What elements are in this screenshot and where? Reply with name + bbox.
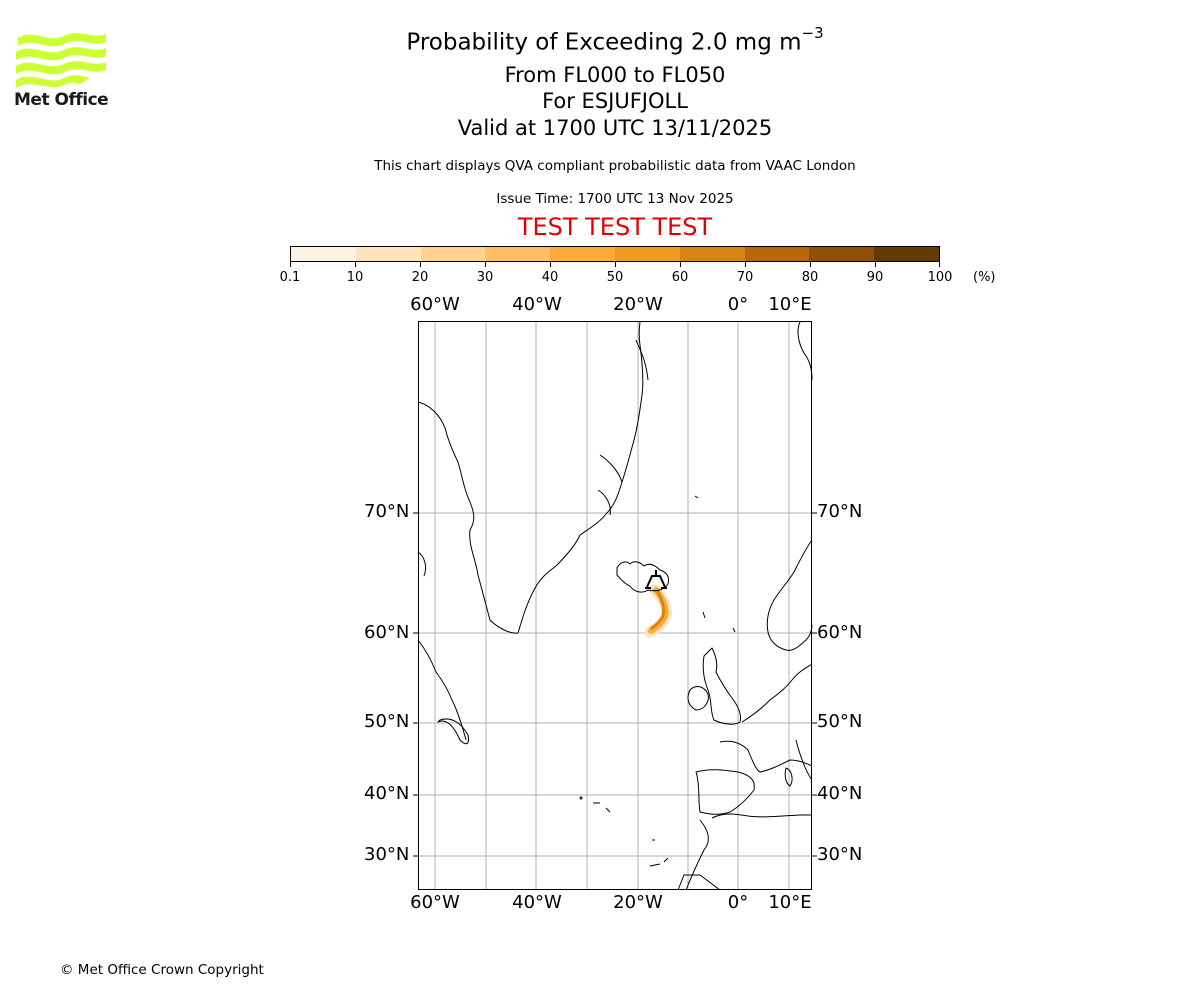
lat-label-left-60n: 60°N	[364, 622, 410, 643]
lat-label-left-40n: 40°N	[364, 783, 410, 804]
colorbar-tick-label: 70	[736, 270, 754, 285]
lat-label-right-60n: 60°N	[817, 622, 863, 643]
colorbar-tick	[939, 262, 940, 267]
lat-label-right-30n: 30°N	[817, 844, 863, 865]
colorbar-segment	[291, 247, 356, 261]
lon-label-bottom-10e: 10°E	[768, 892, 812, 913]
colorbar-segment	[874, 247, 939, 261]
issue-time: Issue Time: 1700 UTC 13 Nov 2025	[496, 191, 734, 207]
title-superscript: −3	[801, 24, 824, 42]
chart-title: Probability of Exceeding 2.0 mg m−3	[0, 24, 1200, 56]
lon-label-bottom-20w: 20°W	[613, 892, 663, 913]
coastlines	[417, 320, 813, 891]
colorbar-tick	[420, 262, 421, 267]
colorbar-tick-label: 40	[541, 270, 559, 285]
colorbar-tick-label: 30	[476, 270, 494, 285]
lat-ticks	[413, 512, 817, 857]
test-banner: TEST TEST TEST	[517, 213, 713, 241]
lon-label-bottom-0: 0°	[727, 892, 749, 913]
level-range: From FL000 to FL050	[504, 63, 726, 87]
colorbar-segment	[485, 247, 551, 261]
lon-label-top-0: 0°	[727, 294, 749, 315]
colorbar-segment	[744, 247, 810, 261]
volcano-icon	[645, 570, 667, 589]
ash-plume	[644, 584, 672, 638]
colorbar-segment	[809, 247, 875, 261]
colorbar-tick-label: 60	[671, 270, 689, 285]
met-office-logo: Met Office	[14, 30, 109, 112]
colorbar-tick-label: 90	[866, 270, 884, 285]
gridlines	[418, 321, 812, 890]
colorbar-segment	[420, 247, 486, 261]
lat-label-left-50n: 50°N	[364, 711, 410, 732]
colorbar-segment	[355, 247, 421, 261]
valid-time: Valid at 1700 UTC 13/11/2025	[457, 116, 773, 140]
lat-label-left-70n: 70°N	[364, 501, 410, 522]
lon-label-top-20w: 20°W	[613, 294, 663, 315]
colorbar-tick	[810, 262, 811, 267]
colorbar-tick	[745, 262, 746, 267]
lat-label-right-40n: 40°N	[817, 783, 863, 804]
colorbar-tick	[355, 262, 356, 267]
colorbar-tick	[875, 262, 876, 267]
colorbar-tick-label: 20	[411, 270, 429, 285]
met-office-waves-icon	[16, 33, 106, 88]
volcano-name: For ESJUFJOLL	[542, 89, 688, 113]
colorbar-tick	[290, 262, 291, 267]
lon-label-bottom-60w: 60°W	[410, 892, 460, 913]
description: This chart displays QVA compliant probab…	[374, 158, 856, 174]
colorbar-tick	[680, 262, 681, 267]
colorbar-tick-label: 50	[606, 270, 624, 285]
lat-label-left-30n: 30°N	[364, 844, 410, 865]
title-main: Probability of Exceeding 2.0 mg m	[406, 29, 802, 56]
lon-label-top-60w: 60°W	[410, 294, 460, 315]
colorbar-segment	[614, 247, 680, 261]
lat-label-right-70n: 70°N	[817, 501, 863, 522]
colorbar	[290, 246, 940, 262]
colorbar-tick-label: 0.1	[279, 270, 301, 285]
colorbar-tick	[550, 262, 551, 267]
lat-label-right-50n: 50°N	[817, 711, 863, 732]
map-frame	[418, 321, 812, 890]
lon-label-top-10e: 10°E	[768, 294, 812, 315]
colorbar-tick	[485, 262, 486, 267]
lon-label-top-40w: 40°W	[512, 294, 562, 315]
logo-text: Met Office	[14, 90, 109, 110]
copyright: © Met Office Crown Copyright	[60, 962, 264, 978]
colorbar-tick-label: 80	[801, 270, 819, 285]
lon-label-bottom-40w: 40°W	[512, 892, 562, 913]
colorbar-tick-label: 10	[346, 270, 364, 285]
colorbar-unit: (%)	[973, 270, 996, 285]
colorbar-segment	[550, 247, 615, 261]
colorbar-tick-label: 100	[927, 270, 953, 285]
colorbar-tick	[615, 262, 616, 267]
colorbar-segment	[679, 247, 745, 261]
